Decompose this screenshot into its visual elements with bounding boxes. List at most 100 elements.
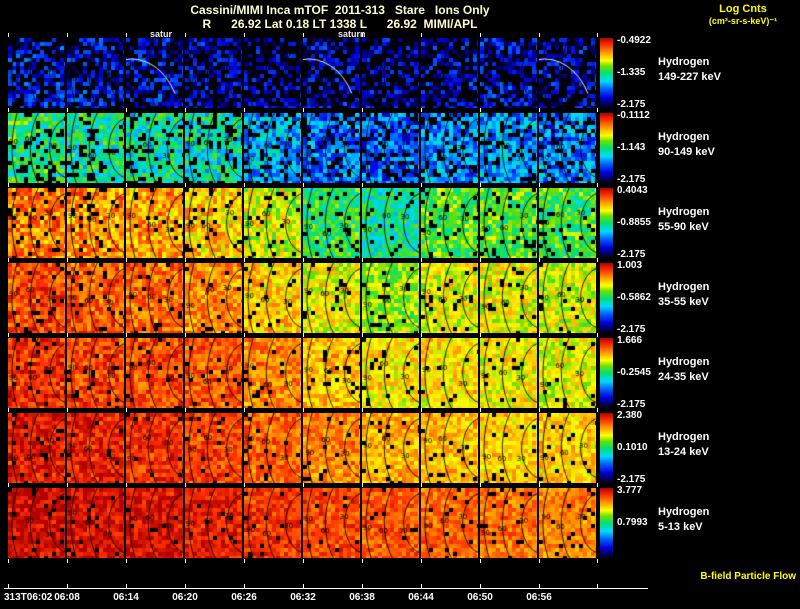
- grid-tick: [421, 408, 422, 412]
- band-species-label: Hydrogen: [658, 131, 710, 143]
- allsky-panel-r2c4: [244, 188, 301, 258]
- time-axis-tick: [185, 584, 186, 588]
- bfield-particle-flow-label: B-field Particle Flow: [700, 571, 796, 582]
- allsky-panel-r4c9: [539, 338, 596, 408]
- time-axis-tick: [8, 584, 9, 588]
- allsky-panel-r6c5: [303, 488, 360, 558]
- grid-tick: [421, 183, 422, 187]
- band-range-label: 24-35 keV: [658, 371, 709, 383]
- band-range-label: 149-227 keV: [658, 71, 721, 83]
- time-tick-label-3: 06:20: [172, 592, 198, 603]
- grid-tick: [244, 33, 245, 37]
- grid-tick: [126, 333, 127, 337]
- allsky-panel-r3c1: [67, 263, 124, 333]
- allsky-panel-r0c2: [126, 38, 183, 108]
- allsky-panel-r4c2: [126, 338, 183, 408]
- grid-tick: [597, 559, 598, 563]
- grid-tick: [244, 483, 245, 487]
- allsky-panel-r3c8: [480, 263, 537, 333]
- allsky-panel-r5c6: [362, 413, 419, 483]
- allsky-panel-r5c3: [185, 413, 242, 483]
- colorbar-mid-label-r0: -1.335: [617, 67, 646, 78]
- colorbar-max-label-r4: 1.666: [617, 335, 643, 346]
- allsky-panel-r1c6: [362, 113, 419, 183]
- colorbar-mid-label-r4: -0.2545: [617, 367, 651, 378]
- time-tick-label-0: 313T06:02: [4, 592, 53, 603]
- colorbar-r6: [600, 488, 613, 558]
- grid-tick: [480, 183, 481, 187]
- colorbar-mid-label-r5: 0.1010: [617, 442, 648, 453]
- grid-tick: [67, 258, 68, 262]
- allsky-panel-r5c8: [480, 413, 537, 483]
- grid-tick: [480, 108, 481, 112]
- energy-band-label-r1: Hydrogen 90-149 keV: [658, 130, 798, 160]
- allsky-panel-r3c5: [303, 263, 360, 333]
- allsky-panel-r6c6: [362, 488, 419, 558]
- allsky-panel-r6c0: [8, 488, 65, 558]
- allsky-panel-r2c8: [480, 188, 537, 258]
- allsky-panel-r6c2: [126, 488, 183, 558]
- grid-tick: [303, 559, 304, 563]
- grid-tick: [539, 483, 540, 487]
- colorbar-max-label-r2: 0.4043: [617, 185, 648, 196]
- band-range-label: 35-55 keV: [658, 296, 709, 308]
- allsky-panel-r1c1: [67, 113, 124, 183]
- allsky-panel-r0c7: [421, 38, 478, 108]
- time-axis-tick: [67, 584, 68, 588]
- energy-band-label-r4: Hydrogen 24-35 keV: [658, 355, 798, 385]
- allsky-panel-r4c3: [185, 338, 242, 408]
- allsky-panel-r5c1: [67, 413, 124, 483]
- grid-tick: [480, 483, 481, 487]
- band-species-label: Hydrogen: [658, 506, 710, 518]
- allsky-panel-r0c3: [185, 38, 242, 108]
- band-species-label: Hydrogen: [658, 431, 710, 443]
- grid-tick: [244, 333, 245, 337]
- allsky-panel-r1c3: [185, 113, 242, 183]
- grid-tick: [597, 483, 598, 487]
- grid-tick: [185, 333, 186, 337]
- colorbar-min-label-r0: -2.175: [617, 99, 646, 110]
- grid-tick: [480, 33, 481, 37]
- allsky-panel-r6c3: [185, 488, 242, 558]
- allsky-panel-r5c4: [244, 413, 301, 483]
- grid-tick: [303, 183, 304, 187]
- grid-tick: [539, 108, 540, 112]
- colorbar-r1: [600, 113, 613, 183]
- grid-tick: [421, 483, 422, 487]
- allsky-panel-r5c2: [126, 413, 183, 483]
- energy-band-label-r2: Hydrogen 55-90 keV: [658, 205, 798, 235]
- colorbar-max-label-r6: 3.777: [617, 485, 643, 496]
- allsky-panel-r6c7: [421, 488, 478, 558]
- grid-tick: [303, 108, 304, 112]
- grid-tick: [126, 258, 127, 262]
- time-tick-label-9: 06:56: [526, 592, 552, 603]
- time-tick-label-1: 06:08: [54, 592, 80, 603]
- grid-tick: [244, 258, 245, 262]
- allsky-panel-r2c7: [421, 188, 478, 258]
- allsky-panel-r3c9: [539, 263, 596, 333]
- band-species-label: Hydrogen: [658, 56, 710, 68]
- allsky-panel-r0c8: [480, 38, 537, 108]
- colorbar-max-label-r3: 1.003: [617, 260, 643, 271]
- allsky-panel-r6c4: [244, 488, 301, 558]
- grid-tick: [126, 108, 127, 112]
- grid-tick: [126, 408, 127, 412]
- allsky-panel-r1c0: [8, 113, 65, 183]
- time-axis-tick: [244, 584, 245, 588]
- grid-tick: [303, 33, 304, 37]
- grid-tick: [597, 258, 598, 262]
- grid-tick: [67, 408, 68, 412]
- allsky-panel-r0c0: [8, 38, 65, 108]
- grid-tick: [421, 108, 422, 112]
- colorbar-r4: [600, 338, 613, 408]
- grid-tick: [480, 333, 481, 337]
- time-axis-tick: [421, 584, 422, 588]
- grid-tick: [303, 408, 304, 412]
- energy-band-label-r3: Hydrogen 35-55 keV: [658, 280, 798, 310]
- allsky-panel-r0c6: [362, 38, 419, 108]
- allsky-panel-r2c9: [539, 188, 596, 258]
- grid-tick: [244, 559, 245, 563]
- grid-tick: [185, 108, 186, 112]
- colorbar-min-label-r5: -2.175: [617, 474, 646, 485]
